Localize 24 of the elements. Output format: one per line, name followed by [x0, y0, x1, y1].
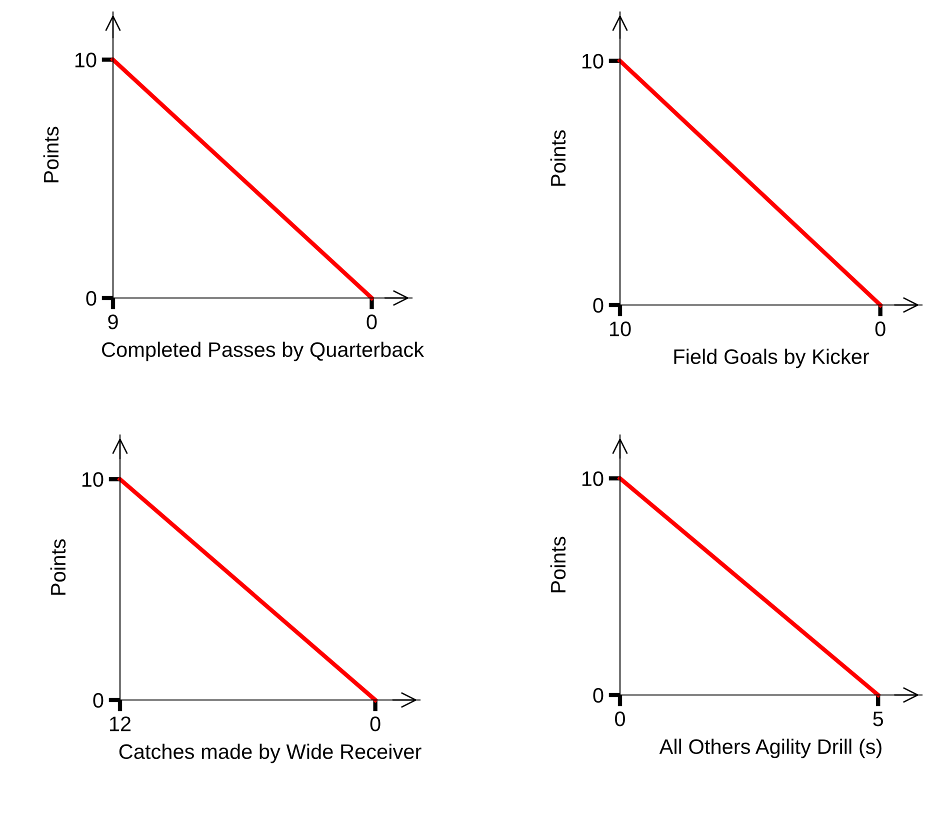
x-axis-title: Catches made by Wide Receiver [119, 744, 422, 764]
x-axis-title: Field Goals by Kicker [674, 348, 870, 368]
y-tick-label: 10 [582, 471, 604, 486]
x-tick-label: 0 [370, 716, 380, 732]
x-tick-label: 0 [875, 322, 886, 336]
x-tick-label: 9 [108, 314, 118, 330]
y-tick-label: 0 [86, 291, 96, 306]
y-tick-label: 10 [82, 472, 104, 487]
x-axis-title: All Others Agility Drill (s) [659, 738, 882, 758]
y-tick-label: 10 [582, 54, 604, 69]
y-tick-label: 10 [75, 52, 96, 68]
y-axis-title: Points [550, 536, 566, 592]
y-axis-title: Points [43, 126, 59, 182]
y-axis-title: Points [550, 130, 566, 186]
y-tick-label: 0 [593, 688, 604, 703]
x-tick-label: 10 [610, 322, 631, 336]
x-axis-title: Completed Passes by Quarterback [102, 342, 424, 362]
y-tick-label: 0 [593, 298, 604, 313]
y-tick-label: 0 [93, 693, 104, 708]
y-axis-title: Points [50, 539, 66, 595]
x-tick-label: 0 [366, 314, 377, 330]
x-tick-label: 0 [615, 712, 625, 726]
x-tick-label: 12 [110, 716, 131, 732]
x-tick-label: 5 [873, 712, 884, 726]
